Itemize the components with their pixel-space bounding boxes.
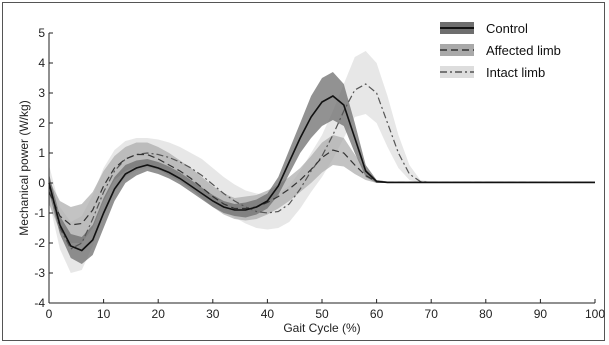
- affected-limb-band: [49, 135, 595, 243]
- legend-item-affected-limb: Affected limb: [440, 43, 561, 58]
- y-ticks: -4 -3 -2 -1 0 1 2 3 4 5: [34, 26, 53, 310]
- y-tick-label: 5: [38, 26, 45, 40]
- y-tick-label: -1: [34, 206, 45, 220]
- legend: Control Affected limb Intact limb: [440, 21, 561, 80]
- control-line: [48, 95, 595, 252]
- x-tick-label: 80: [479, 307, 493, 321]
- x-tick-label: 60: [370, 307, 384, 321]
- x-tick-label: 70: [425, 307, 439, 321]
- y-tick-label: 2: [38, 116, 45, 130]
- chart-frame: [2, 2, 605, 341]
- error-bands: [49, 51, 595, 273]
- y-tick-label: 0: [38, 176, 45, 190]
- series-lines: [48, 83, 595, 252]
- y-tick-label: 4: [38, 56, 45, 70]
- y-tick-label: -4: [34, 296, 45, 310]
- y-axis-label: Mechanical power (W/kg): [17, 100, 31, 235]
- legend-label: Affected limb: [486, 43, 561, 58]
- y-tick-label: 1: [38, 146, 45, 160]
- x-tick-label: 100: [585, 307, 605, 321]
- y-tick-label: -3: [34, 266, 45, 280]
- legend-item-control: Control: [440, 21, 528, 36]
- x-tick-label: 50: [315, 307, 329, 321]
- intact-limb-line: [48, 83, 595, 250]
- x-tick-label: 0: [46, 307, 53, 321]
- x-axis-label: Gait Cycle (%): [283, 321, 360, 335]
- y-tick-label: -2: [34, 236, 45, 250]
- x-tick-label: 10: [97, 307, 111, 321]
- y-tick-label: 3: [38, 86, 45, 100]
- x-tick-label: 20: [152, 307, 166, 321]
- x-tick-label: 90: [534, 307, 548, 321]
- legend-item-intact-limb: Intact limb: [440, 65, 545, 80]
- x-tick-label: 30: [206, 307, 220, 321]
- x-ticks: 0 10 20 30 40 50 60 70 80 90 100: [46, 299, 605, 321]
- legend-label: Intact limb: [486, 65, 545, 80]
- x-tick-label: 40: [261, 307, 275, 321]
- legend-label: Control: [486, 21, 528, 36]
